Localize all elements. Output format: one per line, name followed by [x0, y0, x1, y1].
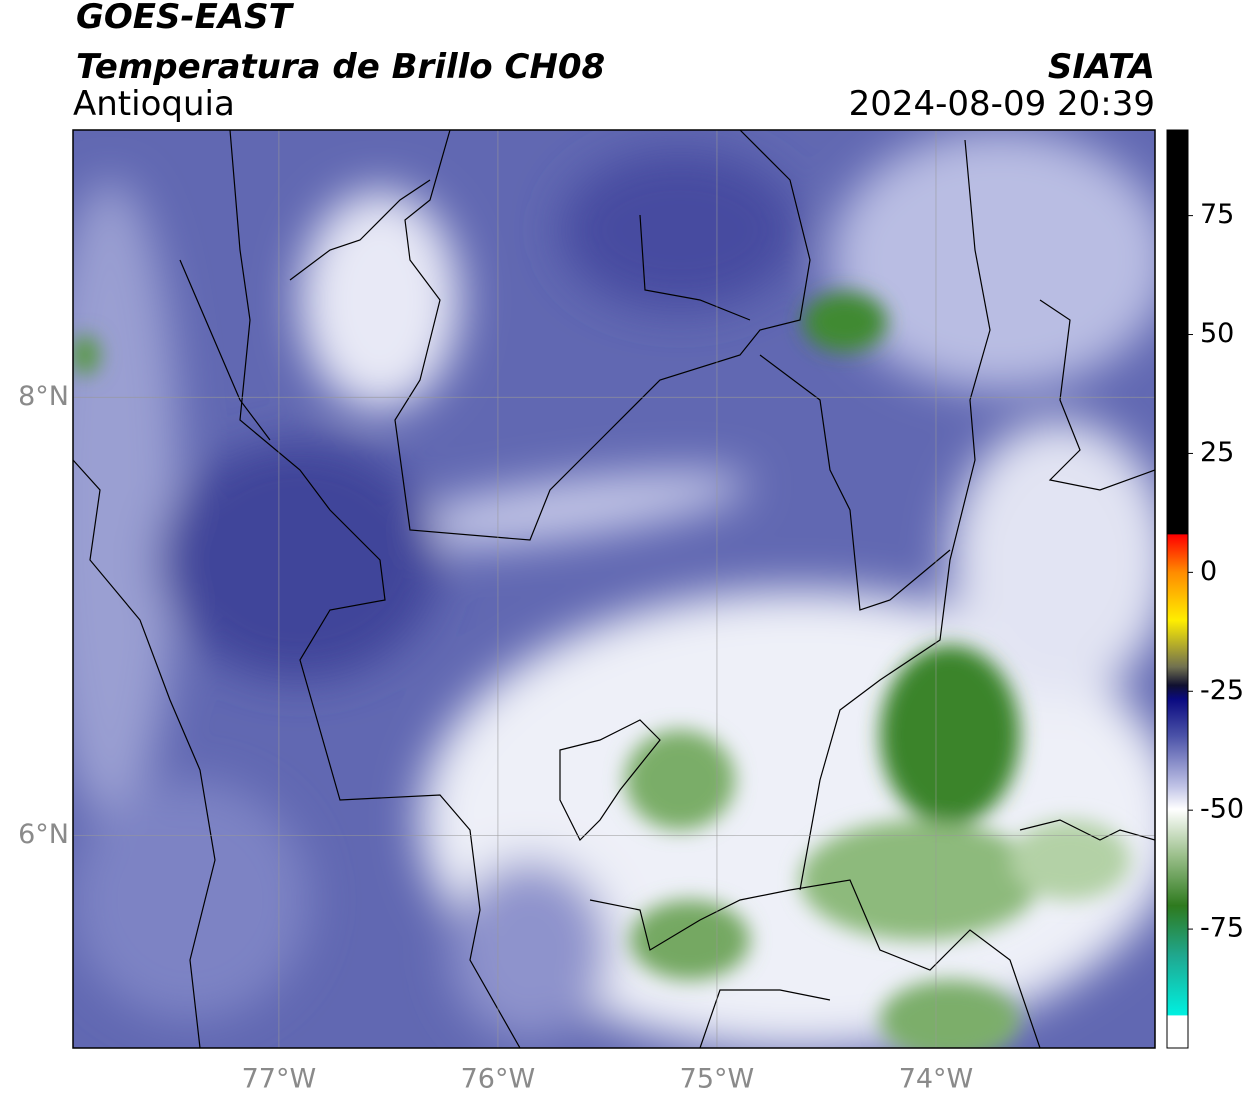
colorbar-tick-label: 0 [1200, 556, 1217, 587]
colorbar-tick-label: 25 [1200, 437, 1234, 468]
colorbar-tick-label: -25 [1200, 675, 1244, 706]
lon-tick-label: 75°W [680, 1064, 755, 1095]
lat-tick-label: 6°N [18, 819, 69, 850]
lon-tick-label: 76°W [461, 1064, 536, 1095]
region: Antioquia [73, 84, 235, 124]
colorbar [1166, 129, 1189, 1049]
title: GOES-EAST [76, 0, 295, 37]
timestamp: 2024-08-09 20:39 [849, 84, 1155, 124]
map-frame [72, 129, 1156, 1049]
lon-tick-label: 77°W [242, 1064, 317, 1095]
colorbar-tick-label: -75 [1200, 913, 1244, 944]
lon-tick-label: 74°W [899, 1064, 974, 1095]
colorbar-tick-label: 50 [1200, 318, 1234, 349]
colorbar-tick-label: -50 [1200, 794, 1244, 825]
colorbar-tick-label: 75 [1200, 199, 1234, 230]
subtitle: Temperatura de Brillo CH08 [76, 47, 605, 87]
satellite-image [73, 130, 1155, 1048]
graticule [73, 130, 1155, 1048]
source: SIATA [1048, 47, 1155, 87]
lat-tick-label: 8°N [18, 381, 69, 412]
